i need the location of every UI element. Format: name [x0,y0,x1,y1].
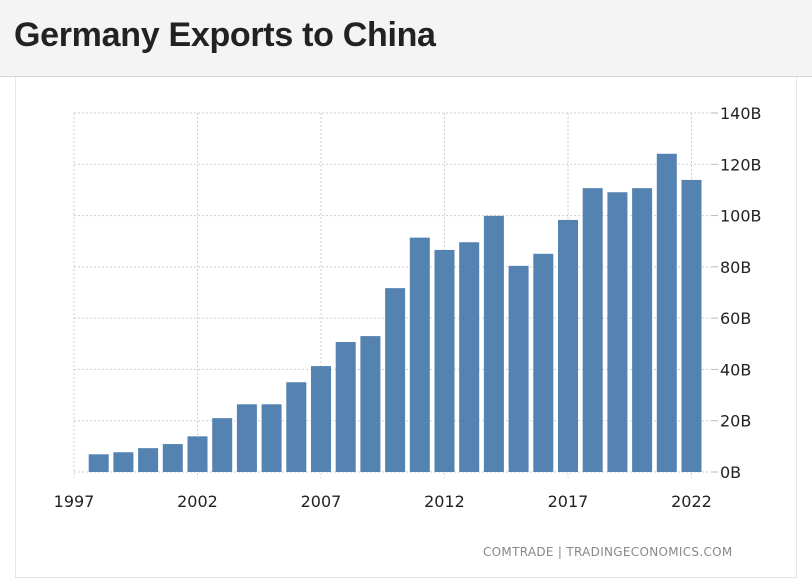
bar-2003 [212,418,233,472]
bar-2019 [607,192,628,472]
bar-2015 [508,265,529,472]
y-tick-label: 60B [720,309,751,328]
header: Germany Exports to China [0,0,812,77]
bar-2020 [632,188,653,472]
y-tick-label: 0B [720,463,741,482]
bar-2009 [360,336,381,472]
y-tick-label: 100B [720,207,762,226]
chart-panel [15,77,797,578]
bar-2014 [483,215,504,472]
source-credit: COMTRADE | TRADINGECONOMICS.COM [483,545,733,559]
bar-2012 [434,249,455,472]
y-tick-label: 120B [720,155,762,174]
bar-2010 [385,288,406,472]
bar-2018 [582,188,603,472]
page-title: Germany Exports to China [14,16,436,54]
y-tick-label: 80B [720,258,751,277]
y-axis: 0B 20B 40B 60B 80B 100B 120B 140B [712,104,762,482]
bar-2016 [533,253,554,472]
bar-2005 [261,404,282,472]
bar-2008 [335,341,356,472]
bar-2000 [138,448,159,472]
x-tick-label: 1997 [54,492,95,511]
bar-2013 [459,242,480,472]
bar-2002 [187,436,208,472]
y-tick-label: 20B [720,412,751,431]
y-tick-label: 40B [720,360,751,379]
bar-2017 [557,219,578,472]
bar-2022 [681,179,702,472]
x-tick-label: 2012 [424,492,465,511]
x-tick-label: 2017 [548,492,589,511]
bar-1999 [113,452,134,472]
x-tick-label: 2002 [177,492,218,511]
bar-2021 [656,153,677,472]
x-axis: 1997 2002 2007 2012 2017 2022 [54,492,712,511]
y-tick-label: 140B [720,104,762,123]
bar-2004 [236,404,257,472]
bar-2011 [409,237,430,472]
bars [88,153,702,472]
bar-2006 [286,382,307,472]
bar-2007 [310,366,331,472]
bar-1998 [88,454,109,472]
x-tick-label: 2022 [671,492,712,511]
x-tick-label: 2007 [301,492,342,511]
bar-2001 [162,444,183,472]
